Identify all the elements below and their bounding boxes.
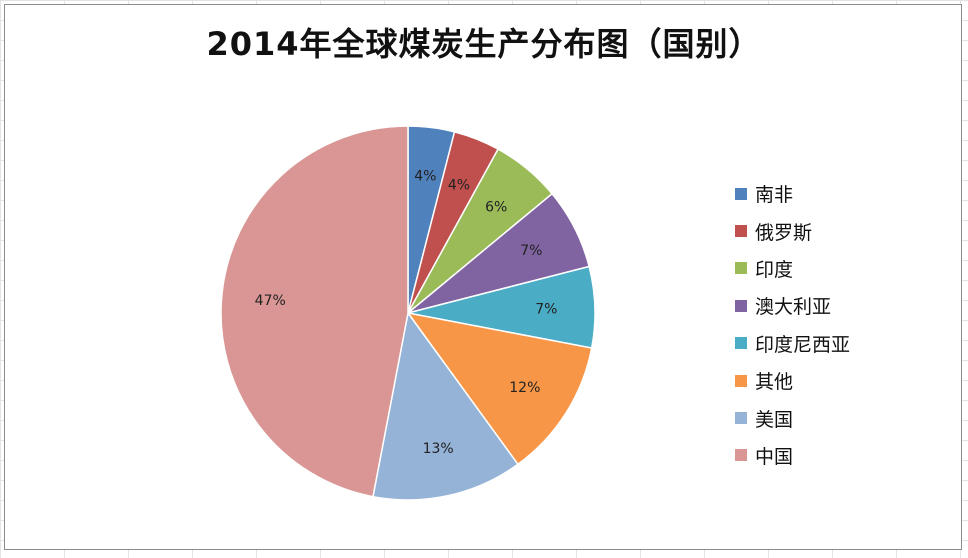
data-label-5: 12% bbox=[509, 380, 540, 396]
legend-swatch-6 bbox=[735, 412, 747, 425]
data-label-7: 47% bbox=[255, 293, 286, 309]
pie-chart[interactable]: 4% 4% 6% 7% 7% 12% 13% 47% bbox=[5, 5, 963, 551]
legend-label-5: 其他 bbox=[755, 371, 794, 394]
pie-slice-7[interactable] bbox=[220, 125, 409, 498]
pie-slice-5[interactable] bbox=[406, 311, 593, 466]
legend-item-0[interactable]: 南非 bbox=[735, 175, 850, 212]
legend-label-4: 印度尼西亚 bbox=[755, 333, 851, 356]
data-label-6: 13% bbox=[423, 441, 454, 457]
legend-label-6: 美国 bbox=[755, 408, 794, 431]
chart-title: 2014年全球煤炭生产分布图（国别） bbox=[206, 25, 762, 63]
legend-label-2: 印度 bbox=[755, 258, 794, 281]
data-label-1: 4% bbox=[448, 177, 470, 193]
legend-swatch-1 bbox=[735, 225, 747, 238]
legend-label-0: 南非 bbox=[755, 184, 794, 207]
chart-legend[interactable]: 南非俄罗斯印度澳大利亚印度尼西亚其他美国中国 bbox=[735, 175, 850, 474]
legend-label-3: 澳大利亚 bbox=[755, 296, 832, 319]
legend-item-1[interactable]: 俄罗斯 bbox=[735, 212, 850, 249]
legend-item-2[interactable]: 印度 bbox=[735, 250, 850, 287]
data-label-3: 7% bbox=[520, 243, 542, 259]
chart-area[interactable]: 2014年全球煤炭生产分布图（国别） 4% 4% 6% 7% 7% 12% 13% 47% 南… bbox=[4, 4, 962, 550]
legend-item-7[interactable]: 中国 bbox=[735, 437, 850, 474]
data-label-0: 4% bbox=[414, 169, 436, 185]
data-label-2: 6% bbox=[485, 199, 507, 215]
legend-item-4[interactable]: 印度尼西亚 bbox=[735, 325, 850, 362]
legend-swatch-3 bbox=[735, 299, 747, 312]
pie-slice-6[interactable] bbox=[372, 311, 519, 501]
legend-label-7: 中国 bbox=[755, 445, 794, 468]
legend-label-1: 俄罗斯 bbox=[755, 221, 813, 244]
legend-swatch-2 bbox=[735, 262, 747, 275]
legend-item-6[interactable]: 美国 bbox=[735, 399, 850, 436]
legend-item-5[interactable]: 其他 bbox=[735, 362, 850, 399]
legend-swatch-7 bbox=[735, 449, 747, 462]
data-label-4: 7% bbox=[535, 302, 557, 318]
legend-item-3[interactable]: 澳大利亚 bbox=[735, 287, 850, 324]
legend-swatch-4 bbox=[735, 337, 747, 350]
legend-swatch-0 bbox=[735, 187, 747, 200]
legend-swatch-5 bbox=[735, 374, 747, 387]
